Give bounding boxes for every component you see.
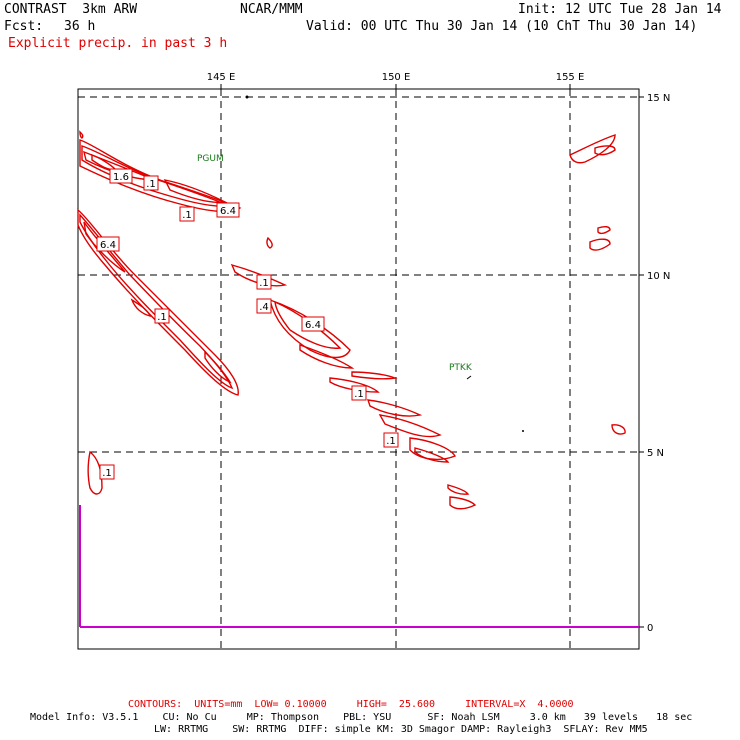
contour-label: .1 bbox=[143, 175, 159, 191]
field-title: Explicit precip. in past 3 h bbox=[8, 36, 228, 51]
island-dot bbox=[245, 95, 249, 99]
rainband-northeast bbox=[569, 134, 616, 251]
svg-text:6.4: 6.4 bbox=[305, 320, 321, 331]
contour-label: .1 bbox=[99, 464, 115, 480]
lon-label-145: 145 E bbox=[207, 72, 236, 83]
lon-label-155: 155 E bbox=[556, 72, 585, 83]
contour-label: .1 bbox=[351, 385, 367, 401]
model-title: CONTRAST 3km ARW bbox=[4, 2, 138, 17]
graticule bbox=[78, 89, 639, 649]
svg-text:6.4: 6.4 bbox=[100, 240, 116, 251]
island-dot bbox=[522, 430, 524, 432]
svg-text:.4: .4 bbox=[259, 302, 269, 313]
rainband-central-west bbox=[77, 208, 239, 396]
svg-text:.1: .1 bbox=[354, 389, 364, 400]
svg-text:.1: .1 bbox=[259, 278, 269, 289]
svg-text:.1: .1 bbox=[146, 179, 156, 190]
domain-boundary bbox=[79, 505, 639, 628]
precip-contours bbox=[77, 130, 626, 510]
contour-info: CONTOURS: UNITS=mm LOW= 0.10000 HIGH= 25… bbox=[128, 699, 574, 710]
svg-text:.1: .1 bbox=[386, 436, 396, 447]
lat-label-15n: 15 N bbox=[647, 93, 670, 104]
center-title: NCAR/MMM bbox=[240, 2, 303, 17]
rainband-south bbox=[87, 424, 626, 510]
map-frame bbox=[77, 88, 640, 650]
model-info-line1: Model Info: V3.5.1 CU: No Cu MP: Thompso… bbox=[30, 712, 693, 723]
station-ptkk: PTKK bbox=[449, 363, 473, 373]
island-ptkk bbox=[466, 375, 472, 380]
lon-label-150: 150 E bbox=[382, 72, 411, 83]
rainband-north bbox=[79, 130, 242, 213]
contour-label-group: 1.6 .1 .1 6.4 6.4 .1 .1 .4 bbox=[96, 168, 399, 480]
svg-text:6.4: 6.4 bbox=[220, 206, 236, 217]
contour-label: 1.6 bbox=[109, 168, 133, 184]
svg-text:1.6: 1.6 bbox=[113, 172, 129, 183]
rainband-central bbox=[230, 236, 457, 463]
model-info-line2: LW: RRTMG SW: RRTMG DIFF: simple KM: 3D … bbox=[154, 724, 648, 735]
valid-time: Valid: 00 UTC Thu 30 Jan 14 (10 ChT Thu … bbox=[306, 19, 698, 34]
lat-label-0: 0 bbox=[647, 623, 653, 634]
contour-label: .1 bbox=[256, 274, 272, 290]
contour-label: .1 bbox=[179, 206, 195, 222]
contour-label: .1 bbox=[383, 432, 399, 448]
contour-label: 6.4 bbox=[216, 202, 240, 218]
forecast-hour: 36 h bbox=[64, 19, 96, 34]
contour-label: 6.4 bbox=[96, 236, 120, 252]
contour-label: .1 bbox=[154, 308, 170, 324]
tick-marks bbox=[220, 84, 644, 628]
contour-label: .4 bbox=[256, 298, 272, 314]
svg-text:.1: .1 bbox=[182, 210, 192, 221]
svg-text:.1: .1 bbox=[157, 312, 167, 323]
init-time: Init: 12 UTC Tue 28 Jan 14 bbox=[518, 2, 722, 17]
forecast-label: Fcst: bbox=[4, 19, 44, 34]
lat-label-10n: 10 N bbox=[647, 271, 670, 282]
station-pgum: PGUM bbox=[197, 154, 224, 164]
svg-text:.1: .1 bbox=[102, 468, 112, 479]
lat-label-5n: 5 N bbox=[647, 448, 664, 459]
contour-label: 6.4 bbox=[301, 316, 325, 332]
